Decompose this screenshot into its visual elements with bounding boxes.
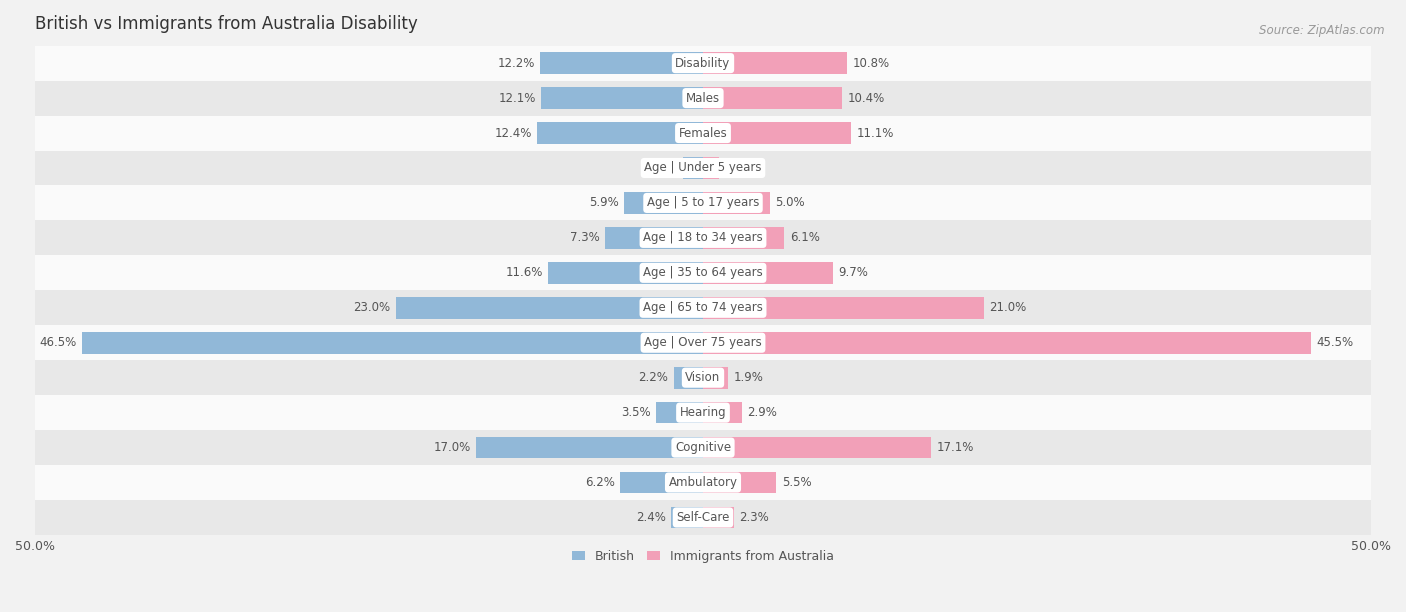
Bar: [541, 88, 703, 109]
Bar: [683, 157, 703, 179]
Bar: [703, 157, 718, 179]
Text: 11.1%: 11.1%: [856, 127, 894, 140]
Bar: [35, 151, 1371, 185]
Text: 9.7%: 9.7%: [838, 266, 868, 279]
Bar: [35, 360, 1371, 395]
Bar: [537, 122, 703, 144]
Text: Disability: Disability: [675, 57, 731, 70]
Text: Hearing: Hearing: [679, 406, 727, 419]
Text: 45.5%: 45.5%: [1316, 336, 1354, 349]
Text: 6.1%: 6.1%: [790, 231, 820, 244]
Bar: [35, 325, 1371, 360]
Bar: [703, 332, 1310, 354]
Text: Age | Over 75 years: Age | Over 75 years: [644, 336, 762, 349]
Text: 21.0%: 21.0%: [988, 301, 1026, 315]
Text: 2.9%: 2.9%: [747, 406, 778, 419]
Bar: [703, 262, 832, 284]
Bar: [35, 500, 1371, 535]
Text: Females: Females: [679, 127, 727, 140]
Text: 1.5%: 1.5%: [648, 162, 678, 174]
Bar: [703, 437, 931, 458]
Bar: [35, 290, 1371, 325]
Bar: [703, 367, 728, 389]
Text: Self-Care: Self-Care: [676, 511, 730, 524]
Bar: [475, 437, 703, 458]
Bar: [703, 122, 851, 144]
Text: British vs Immigrants from Australia Disability: British vs Immigrants from Australia Dis…: [35, 15, 418, 33]
Text: 7.3%: 7.3%: [571, 231, 600, 244]
Text: 23.0%: 23.0%: [353, 301, 391, 315]
Bar: [703, 192, 770, 214]
Text: 2.2%: 2.2%: [638, 371, 668, 384]
Text: Age | 5 to 17 years: Age | 5 to 17 years: [647, 196, 759, 209]
Bar: [35, 395, 1371, 430]
Bar: [35, 46, 1371, 81]
Text: Age | 65 to 74 years: Age | 65 to 74 years: [643, 301, 763, 315]
Text: 10.4%: 10.4%: [848, 92, 884, 105]
Text: Cognitive: Cognitive: [675, 441, 731, 454]
Text: 1.2%: 1.2%: [724, 162, 754, 174]
Text: 12.2%: 12.2%: [498, 57, 534, 70]
Bar: [35, 220, 1371, 255]
Bar: [703, 402, 742, 424]
Text: 5.5%: 5.5%: [782, 476, 811, 489]
Bar: [657, 402, 703, 424]
Bar: [540, 52, 703, 74]
Bar: [671, 507, 703, 528]
Bar: [35, 81, 1371, 116]
Text: 1.9%: 1.9%: [734, 371, 763, 384]
Bar: [703, 507, 734, 528]
Bar: [82, 332, 703, 354]
Bar: [548, 262, 703, 284]
Text: Vision: Vision: [685, 371, 721, 384]
Bar: [35, 116, 1371, 151]
Text: Males: Males: [686, 92, 720, 105]
Bar: [703, 52, 848, 74]
Text: 10.8%: 10.8%: [852, 57, 890, 70]
Bar: [395, 297, 703, 319]
Bar: [35, 255, 1371, 290]
Bar: [703, 297, 984, 319]
Text: Age | 18 to 34 years: Age | 18 to 34 years: [643, 231, 763, 244]
Text: 17.1%: 17.1%: [936, 441, 974, 454]
Text: 46.5%: 46.5%: [39, 336, 76, 349]
Text: 11.6%: 11.6%: [505, 266, 543, 279]
Bar: [620, 472, 703, 493]
Text: Age | Under 5 years: Age | Under 5 years: [644, 162, 762, 174]
Text: 2.4%: 2.4%: [636, 511, 665, 524]
Text: 6.2%: 6.2%: [585, 476, 614, 489]
Text: Source: ZipAtlas.com: Source: ZipAtlas.com: [1260, 24, 1385, 37]
Bar: [673, 367, 703, 389]
Bar: [35, 185, 1371, 220]
Bar: [35, 465, 1371, 500]
Text: Ambulatory: Ambulatory: [668, 476, 738, 489]
Text: Age | 35 to 64 years: Age | 35 to 64 years: [643, 266, 763, 279]
Bar: [703, 88, 842, 109]
Text: 5.0%: 5.0%: [775, 196, 804, 209]
Text: 12.4%: 12.4%: [495, 127, 531, 140]
Bar: [624, 192, 703, 214]
Bar: [35, 430, 1371, 465]
Text: 3.5%: 3.5%: [621, 406, 651, 419]
Bar: [606, 227, 703, 248]
Legend: British, Immigrants from Australia: British, Immigrants from Australia: [567, 545, 839, 568]
Text: 12.1%: 12.1%: [499, 92, 536, 105]
Bar: [703, 227, 785, 248]
Bar: [703, 472, 776, 493]
Text: 17.0%: 17.0%: [433, 441, 471, 454]
Text: 2.3%: 2.3%: [740, 511, 769, 524]
Text: 5.9%: 5.9%: [589, 196, 619, 209]
